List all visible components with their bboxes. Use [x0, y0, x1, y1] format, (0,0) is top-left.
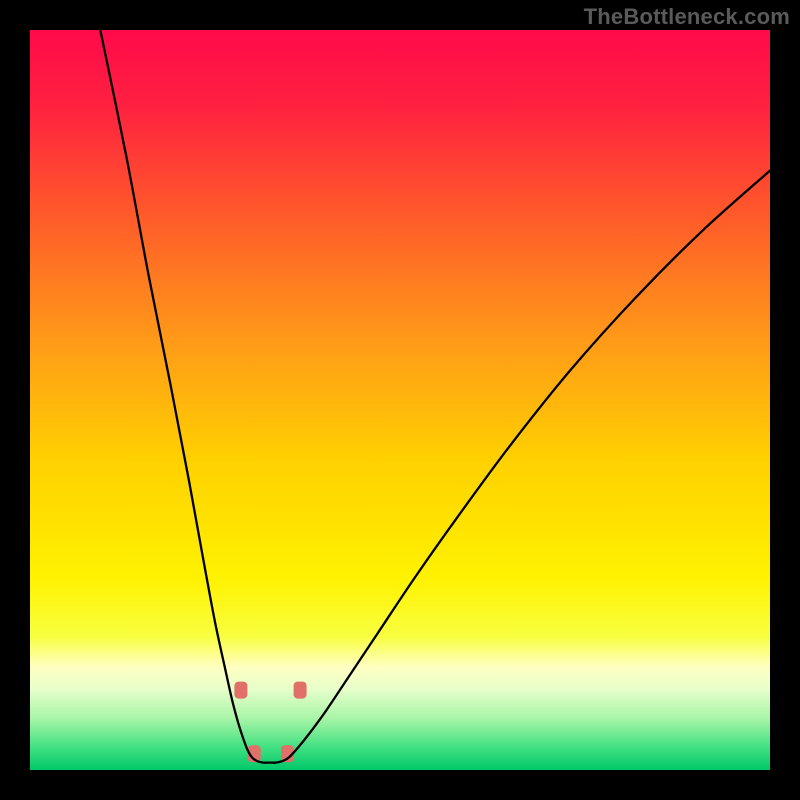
- plot-area: [30, 30, 770, 770]
- bottleneck-curve: [100, 30, 770, 763]
- marker-0: [234, 682, 247, 699]
- attribution-text: TheBottleneck.com: [584, 4, 790, 30]
- curve-layer: [30, 30, 770, 770]
- marker-3: [294, 682, 307, 699]
